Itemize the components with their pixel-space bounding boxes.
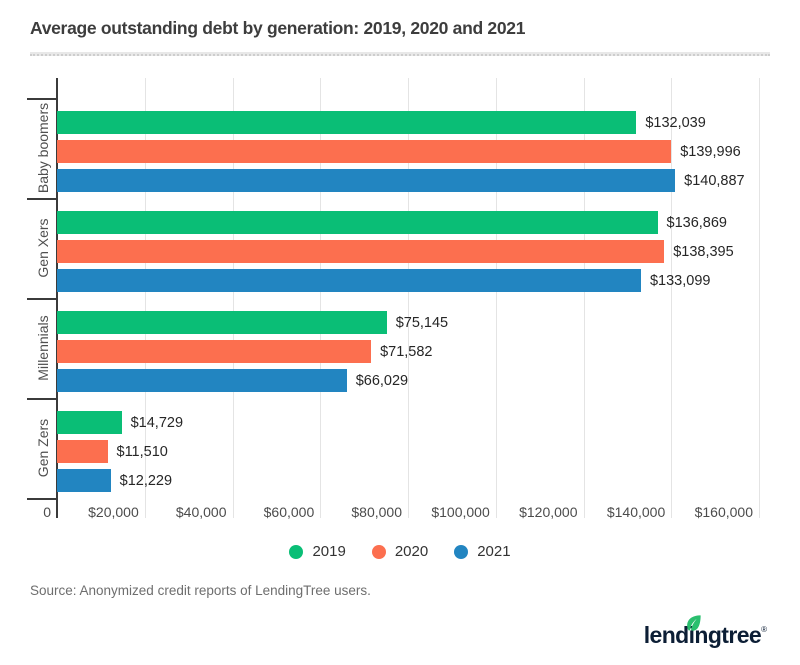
gridline [495, 78, 497, 518]
y-axis-tick [27, 98, 57, 100]
x-axis-tick-label: $160,000 [694, 504, 753, 520]
bar-2020-gen-zers [57, 440, 108, 463]
bar-value-label: $71,582 [380, 343, 433, 360]
bar-value-label: $66,029 [355, 372, 409, 389]
bar-value-label: $12,229 [119, 472, 173, 489]
bar-value-label: $139,996 [680, 143, 741, 160]
bar-2021-gen-xers [57, 269, 641, 292]
bar-2020-millennials [57, 340, 372, 363]
legend-label-2019: 2019 [312, 543, 346, 560]
x-axis-tick-label: $60,000 [263, 504, 315, 520]
bar-row: $11,510 [57, 440, 168, 463]
bar-row: $12,229 [57, 469, 172, 492]
bar-value-label: $140,887 [684, 172, 745, 189]
y-axis-tick [27, 498, 57, 500]
lendingtree-logo: lendingtree® [643, 614, 767, 654]
x-axis-tick-label: $120,000 [519, 504, 578, 520]
bar-row: $138,395 [57, 240, 734, 263]
x-axis-tick-label: $100,000 [431, 504, 490, 520]
legend-item-2019: 2019 [289, 543, 346, 560]
bar-row: $140,887 [57, 169, 745, 192]
bar-2019-gen-xers [57, 211, 658, 234]
bar-2020-baby-boomers [57, 140, 672, 163]
x-axis-tick-label: $40,000 [175, 504, 227, 520]
gridline [759, 78, 760, 518]
bar-2021-baby-boomers [57, 169, 676, 192]
legend-swatch-2020-icon [371, 544, 386, 559]
gridline [144, 78, 146, 518]
x-axis-tick-label: $140,000 [606, 504, 666, 520]
bar-value-label: $14,729 [130, 414, 184, 431]
bar-value-label: $133,099 [649, 272, 711, 289]
legend-label-2020: 2020 [394, 543, 429, 560]
legend-label-2021: 2021 [477, 543, 511, 560]
y-axis-category-label: Gen Xers [35, 218, 51, 278]
legend: 2019 2020 2021 [0, 543, 800, 560]
bar-2019-millennials [57, 311, 387, 334]
bar-row: $136,869 [57, 211, 727, 234]
legend-item-2021: 2021 [454, 543, 511, 560]
gridline [232, 78, 234, 518]
legend-item-2020: 2020 [371, 543, 429, 560]
y-axis-tick [27, 298, 57, 300]
gridline [583, 78, 585, 518]
gridline [408, 78, 409, 518]
registered-mark: ® [761, 625, 767, 634]
y-axis-category-label: Millennials [35, 315, 51, 381]
x-axis-tick-label: $20,000 [88, 504, 139, 520]
logo-text: lendingtree [643, 622, 762, 648]
y-axis-tick [27, 398, 57, 400]
chart-title: Average outstanding debt by generation: … [30, 18, 526, 38]
y-axis-line [56, 78, 58, 518]
gridline [671, 78, 673, 518]
bar-row: $66,029 [57, 369, 408, 392]
bar-row: $139,996 [57, 140, 741, 163]
legend-swatch-2019-icon [289, 544, 304, 559]
bar-value-label: $136,869 [666, 214, 727, 231]
bar-2019-gen-zers [57, 411, 122, 434]
legend-swatch-2021-icon [454, 544, 469, 559]
bar-value-label: $11,510 [116, 443, 168, 460]
gridline [320, 78, 322, 518]
bar-row: $132,039 [57, 111, 706, 134]
bar-value-label: $75,145 [395, 314, 449, 331]
bar-2020-gen-xers [57, 240, 665, 263]
bar-value-label: $138,395 [673, 243, 734, 260]
y-axis-category-label: Gen Zers [35, 418, 51, 478]
x-axis-tick-label: $80,000 [351, 504, 402, 520]
leaf-path [686, 615, 701, 631]
y-axis-tick [27, 198, 57, 200]
bar-row: $133,099 [57, 269, 710, 292]
bar-row: $14,729 [57, 411, 183, 434]
x-axis-tick-label: 0 [43, 504, 51, 520]
plot-area: 0 $20,000 $40,000 $60,000 $80,000 $100,000 $12… [27, 78, 769, 520]
y-axis-category-label: Baby boomers [35, 102, 51, 194]
bar-2019-baby-boomers [57, 111, 637, 134]
leaf-icon [684, 614, 702, 632]
title-separator [30, 52, 770, 56]
bar-value-label: $132,039 [645, 114, 706, 131]
source-note: Source: Anonymized credit reports of Len… [30, 583, 371, 598]
bar-2021-millennials [57, 369, 347, 392]
bar-2021-gen-zers [57, 469, 111, 492]
bar-row: $71,582 [57, 340, 432, 363]
bar-row: $75,145 [57, 311, 448, 334]
